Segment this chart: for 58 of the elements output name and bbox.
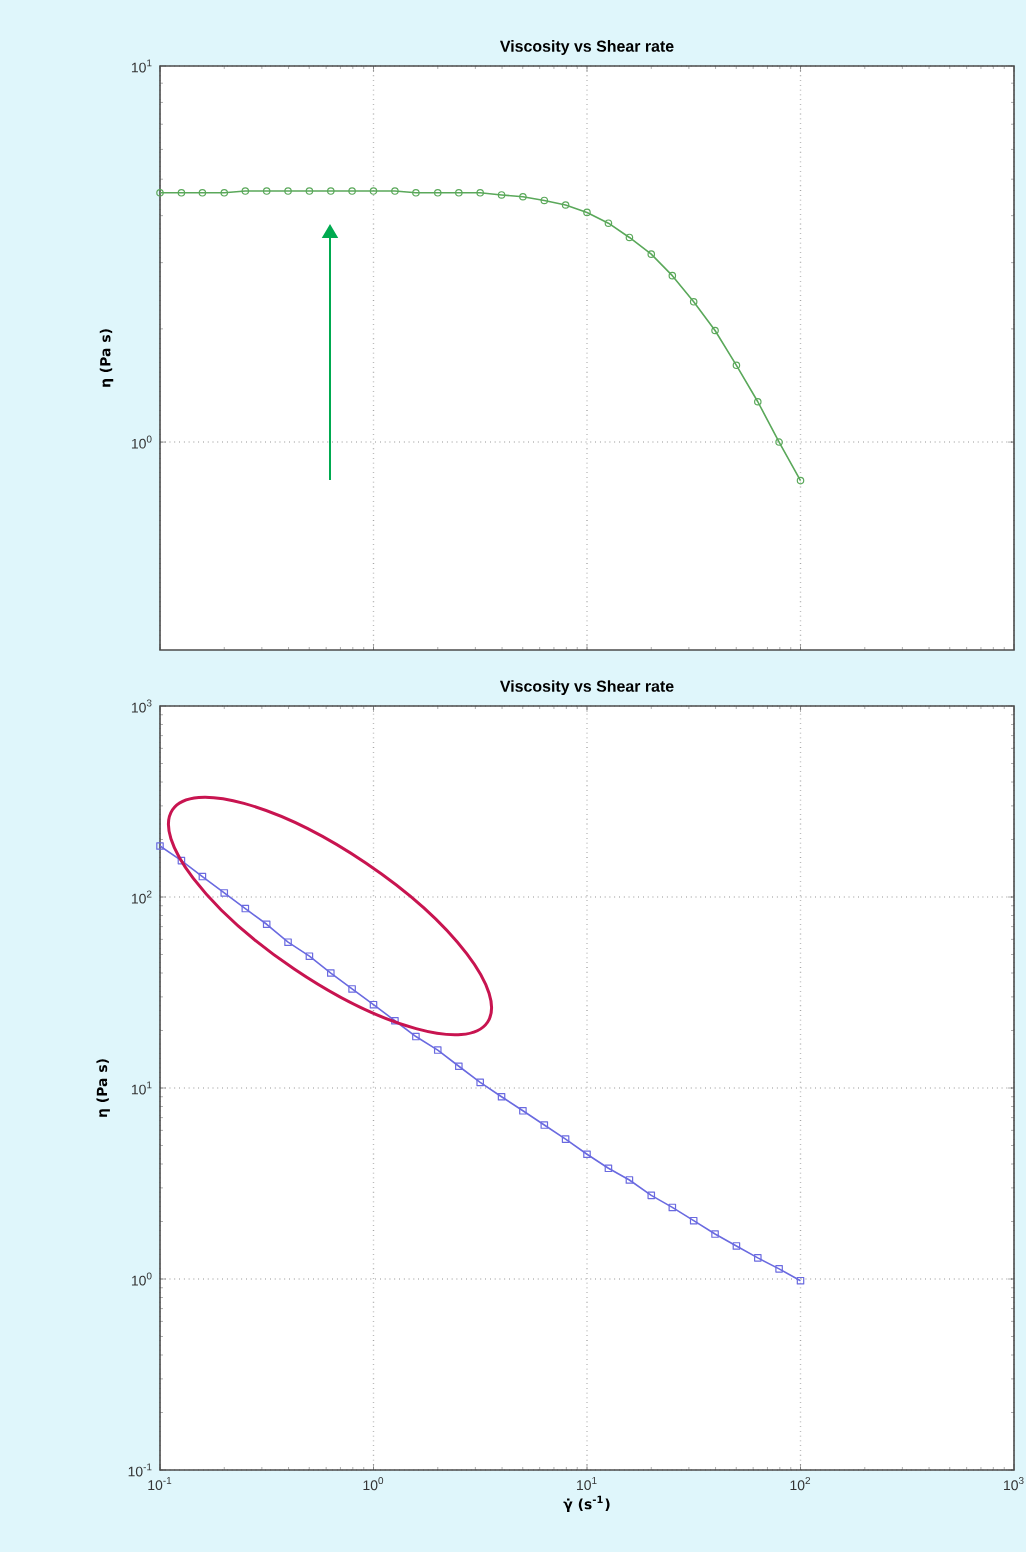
point [754,1254,762,1262]
point [604,219,613,227]
point [583,1150,591,1159]
point [262,187,271,195]
point [433,189,442,197]
point [284,187,292,195]
point [625,1176,634,1184]
point [775,1265,783,1273]
point [327,187,335,195]
point [241,187,250,195]
point [348,985,356,993]
point [391,1016,399,1025]
point [647,1191,656,1200]
point [732,1242,741,1250]
point [519,192,527,201]
point [711,326,719,335]
point [327,969,335,977]
point [241,904,250,913]
point [476,1078,484,1087]
point [177,189,186,197]
point [455,1062,463,1071]
point [668,271,677,280]
point [220,189,229,197]
point [497,1092,506,1101]
point [305,952,314,960]
point [455,189,463,197]
point [177,856,186,865]
point [198,872,207,881]
point [561,201,570,209]
point [497,191,506,199]
point [561,1135,570,1143]
point [540,1121,549,1129]
point [476,189,484,197]
point [583,208,591,217]
point [775,438,783,446]
point [348,187,356,195]
point [369,1000,378,1009]
point [732,361,741,370]
point [689,1216,698,1225]
point [668,1203,677,1212]
point [369,187,378,195]
point [305,187,314,195]
point [220,889,229,897]
point [711,1230,719,1238]
point [198,189,207,197]
point [284,938,292,946]
point [412,1032,420,1041]
point [604,1164,613,1173]
point [754,397,762,406]
point [391,187,399,195]
point [540,196,549,205]
point [625,233,634,242]
point [412,189,420,197]
point [433,1046,442,1054]
point [262,920,271,929]
point [689,298,698,306]
point [647,250,656,258]
point [519,1106,527,1115]
